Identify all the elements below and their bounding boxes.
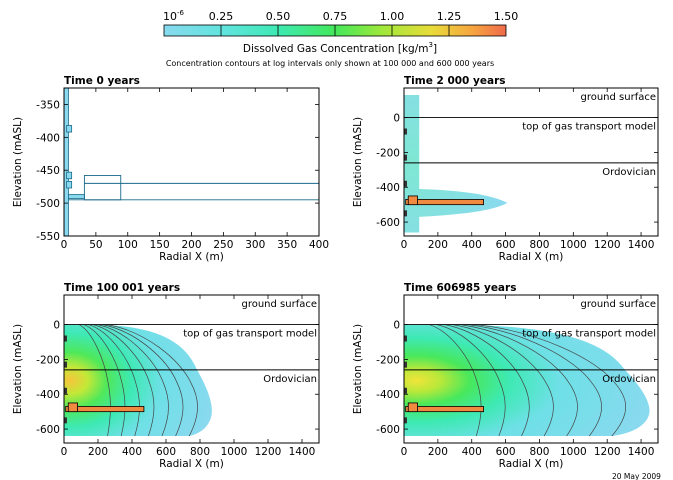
y-tick-label: -600	[36, 424, 60, 436]
y-tick-label: -500	[36, 198, 60, 210]
x-tick-label: 0	[61, 239, 68, 251]
x-tick-label: 250	[213, 239, 233, 251]
layer-label: top of gas transport model	[522, 122, 656, 133]
colorbar-tick-label: 0.25	[209, 10, 234, 23]
x-tick-label: 0	[401, 446, 408, 458]
chart-panel-1: Time 0 years 0 50 100 150 200 250 300 350 400 -350…	[12, 75, 329, 263]
colorbar-tick-label: 0.75	[323, 10, 348, 23]
y-tick-label: -400	[36, 132, 60, 144]
y-tick-label: 0	[393, 320, 400, 332]
shaft-detail	[67, 125, 72, 132]
repository-block	[84, 175, 120, 199]
x-axis-label: Radial X (m)	[159, 251, 224, 263]
y-tick-label: -400	[376, 182, 400, 194]
y-tick-label: 0	[393, 113, 400, 125]
layer-label: Ordovician	[263, 374, 317, 385]
layer-label: ground surface	[241, 299, 317, 310]
colorbar: 10-6 0.25 0.50 0.75 1.00 1.25 1.50 Disso…	[163, 9, 518, 68]
repository-panel	[408, 196, 417, 205]
x-axis-label: Radial X (m)	[499, 251, 564, 263]
shaft-column	[64, 88, 68, 236]
x-tick-label: 0	[61, 446, 68, 458]
access-tunnel	[68, 195, 84, 199]
x-tick-label: 800	[529, 446, 549, 458]
x-tick-label: 50	[89, 239, 102, 251]
chart-panel-4: ground surface top of gas transport model…	[352, 282, 658, 470]
date-stamp: 20 May 2009	[612, 472, 661, 480]
y-tick-label: -200	[376, 147, 400, 159]
x-tick-label: 600	[156, 446, 176, 458]
x-tick-label: 350	[277, 239, 297, 251]
x-tick-label: 600	[496, 446, 516, 458]
plot-frame	[64, 88, 319, 236]
x-tick-label: 1400	[628, 239, 655, 251]
x-tick-label: 400	[309, 239, 329, 251]
x-tick-label: 150	[150, 239, 170, 251]
colorbar-min-label: 10-6	[163, 9, 185, 23]
x-tick-label: 800	[190, 446, 210, 458]
x-tick-label: 1400	[289, 446, 316, 458]
x-tick-label: 200	[428, 239, 448, 251]
x-tick-label: 200	[181, 239, 201, 251]
panel-title: Time 0 years	[64, 75, 140, 87]
x-tick-label: 300	[245, 239, 265, 251]
y-tick-label: -200	[376, 354, 400, 366]
x-tick-label: 400	[462, 239, 482, 251]
shaft-detail	[67, 181, 72, 188]
y-axis-label: Elevation (mASL)	[352, 324, 364, 414]
layer-label: Ordovician	[602, 167, 656, 178]
x-axis-label: Radial X (m)	[499, 458, 564, 470]
y-tick-label: 0	[53, 320, 60, 332]
x-tick-label: 200	[88, 446, 108, 458]
colorbar-tick-label: 1.50	[494, 10, 519, 23]
repository-panel	[68, 403, 77, 412]
x-tick-label: 1000	[560, 239, 587, 251]
y-axis-label: Elevation (mASL)	[352, 117, 364, 207]
x-tick-label: 0	[401, 239, 408, 251]
x-tick-label: 800	[529, 239, 549, 251]
x-tick-label: 100	[118, 239, 138, 251]
x-tick-label: 1200	[255, 446, 282, 458]
x-tick-label: 1400	[628, 446, 655, 458]
y-axis-label: Elevation (mASL)	[12, 324, 24, 414]
y-tick-label: -200	[36, 354, 60, 366]
y-tick-label: -600	[376, 424, 400, 436]
y-tick-label: -450	[36, 165, 60, 177]
layer-label: top of gas transport model	[183, 329, 317, 340]
panel-title: Time 100 001 years	[64, 282, 180, 294]
repository-panel	[408, 403, 417, 412]
x-tick-label: 1200	[594, 239, 621, 251]
y-axis-label: Elevation (mASL)	[12, 117, 24, 207]
colorbar-tick-label: 1.00	[380, 10, 405, 23]
chart-panel-3: ground surface top of gas transport model…	[12, 282, 319, 470]
colorbar-tick-label: 0.50	[266, 10, 291, 23]
concentration-plume	[404, 95, 507, 233]
colorbar-subtitle: Concentration contours at log intervals …	[166, 59, 494, 68]
x-tick-label: 200	[428, 446, 448, 458]
y-tick-label: -400	[36, 389, 60, 401]
x-axis-label: Radial X (m)	[159, 458, 224, 470]
y-tick-label: -350	[36, 99, 60, 111]
x-tick-label: 400	[462, 446, 482, 458]
y-tick-label: -600	[376, 217, 400, 229]
colorbar-tick-label: 1.25	[437, 10, 462, 23]
chart-panel-2: ground surface top of gas transport model…	[352, 75, 658, 263]
x-tick-label: 600	[496, 239, 516, 251]
y-tick-label: -400	[376, 389, 400, 401]
layer-label: top of gas transport model	[522, 329, 656, 340]
x-tick-label: 1000	[560, 446, 587, 458]
layer-label: Ordovician	[602, 374, 656, 385]
panel-title: Time 606985 years	[404, 282, 516, 294]
panel-title: Time 2 000 years	[404, 75, 506, 87]
y-tick-label: -550	[36, 231, 60, 243]
x-tick-label: 400	[122, 446, 142, 458]
x-tick-label: 1200	[594, 446, 621, 458]
colorbar-title: Dissolved Gas Concentration [kg/m3]	[243, 41, 437, 55]
x-tick-label: 1000	[221, 446, 248, 458]
layer-label: ground surface	[580, 299, 656, 310]
layer-label: ground surface	[580, 92, 656, 103]
shaft-detail	[67, 172, 72, 179]
